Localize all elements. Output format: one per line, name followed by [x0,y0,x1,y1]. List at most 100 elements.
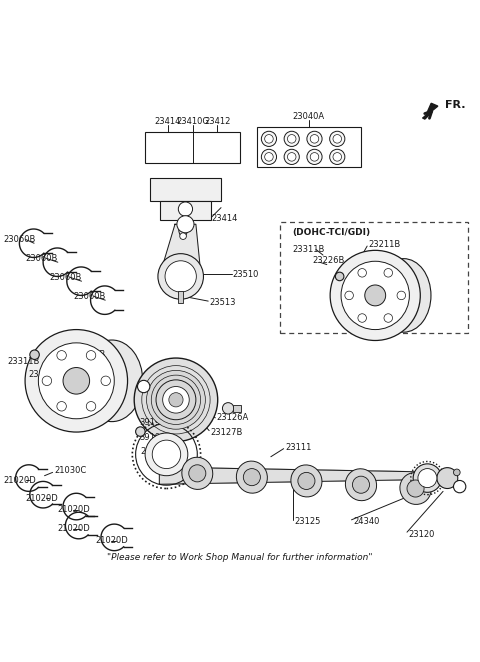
Text: (DOHC-TCI/GDI): (DOHC-TCI/GDI) [292,228,370,237]
Ellipse shape [81,340,143,422]
Circle shape [284,131,300,146]
Text: 23211B: 23211B [368,240,400,249]
Circle shape [307,150,322,164]
Circle shape [288,134,296,143]
Text: 23410G: 23410G [176,117,209,126]
Text: 21020D: 21020D [96,536,128,545]
Circle shape [284,150,300,164]
Text: 23060B: 23060B [73,292,106,301]
Text: A: A [141,382,146,391]
Circle shape [418,469,437,488]
Text: A: A [457,482,462,491]
Text: 23126A: 23126A [216,413,249,422]
Circle shape [345,291,353,300]
Circle shape [145,433,188,476]
Circle shape [330,250,420,340]
Circle shape [307,131,322,146]
Ellipse shape [179,223,187,236]
Circle shape [156,380,196,420]
Circle shape [384,314,393,322]
Circle shape [437,467,458,489]
Circle shape [57,351,66,360]
Text: 23226B: 23226B [29,370,61,379]
Circle shape [310,153,319,161]
Circle shape [101,376,110,385]
Circle shape [136,427,145,436]
Text: 24340: 24340 [353,517,379,526]
Ellipse shape [291,465,322,497]
Circle shape [180,233,186,240]
Circle shape [30,350,39,359]
Circle shape [310,134,319,143]
Ellipse shape [346,469,377,500]
Bar [257,127,361,167]
Text: 23414: 23414 [212,214,238,223]
Circle shape [454,481,466,493]
Circle shape [179,202,192,216]
Bar [179,291,183,303]
Text: 21020D: 21020D [57,505,90,514]
Circle shape [63,367,90,394]
Circle shape [261,150,276,164]
Text: 39191: 39191 [139,418,165,426]
Circle shape [177,216,194,233]
Circle shape [358,269,366,277]
Bar [145,132,240,163]
Text: 23211B: 23211B [73,350,105,359]
Circle shape [152,440,180,469]
Text: 23060B: 23060B [49,273,82,282]
Circle shape [163,387,189,413]
Circle shape [137,381,150,393]
Circle shape [38,343,114,419]
Circle shape [330,150,345,164]
Text: 23311B: 23311B [8,357,40,366]
Text: FR.: FR. [445,100,466,110]
Text: 23311B: 23311B [292,245,324,254]
Circle shape [264,134,273,143]
Circle shape [407,480,424,497]
Circle shape [86,402,96,411]
Text: 23060B: 23060B [4,235,36,244]
Polygon shape [159,467,446,484]
Circle shape [264,153,273,161]
Text: "Please refer to Work Shop Manual for further information": "Please refer to Work Shop Manual for fu… [107,553,373,562]
Text: 23060B: 23060B [25,254,58,263]
Circle shape [298,473,315,489]
Text: 21020D: 21020D [4,476,36,485]
Text: 21020D: 21020D [57,524,90,534]
Ellipse shape [236,461,267,493]
Text: 23513: 23513 [209,298,236,307]
Circle shape [165,261,196,292]
Circle shape [288,153,296,161]
Text: 23510: 23510 [233,269,259,279]
Circle shape [330,131,345,146]
Circle shape [146,370,205,429]
Circle shape [413,464,442,493]
Text: 21030C: 21030C [54,467,86,475]
Ellipse shape [400,473,431,504]
Circle shape [86,351,96,360]
Polygon shape [161,224,201,281]
Bar [150,178,221,201]
Bar [280,222,468,334]
Circle shape [336,272,344,281]
Circle shape [333,134,342,143]
Circle shape [222,402,234,414]
Polygon shape [423,103,438,118]
Text: 23226B: 23226B [312,256,345,265]
Circle shape [454,469,460,476]
Text: 23414: 23414 [155,117,181,126]
Text: 23124B: 23124B [141,448,173,457]
Circle shape [25,330,128,432]
Text: 21020D: 21020D [25,493,58,502]
Text: 23040A: 23040A [293,112,325,121]
Circle shape [341,261,409,330]
Circle shape [134,358,218,442]
Circle shape [384,269,393,277]
Circle shape [333,153,342,161]
Text: 39190A: 39190A [139,433,171,442]
Text: 23412: 23412 [204,117,230,126]
Bar [233,404,241,412]
Ellipse shape [182,457,213,489]
Bar [160,201,211,220]
